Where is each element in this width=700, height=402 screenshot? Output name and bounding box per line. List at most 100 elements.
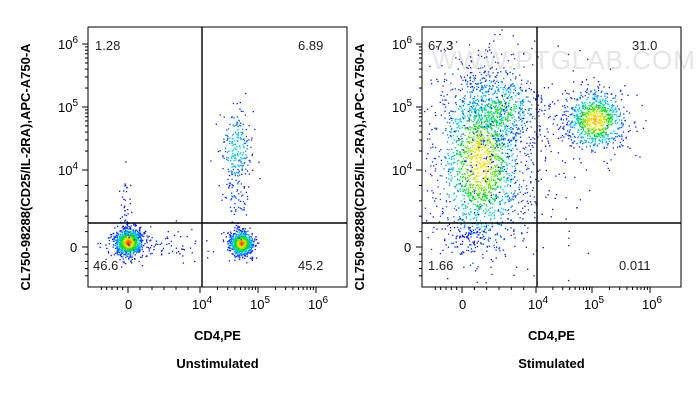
scatter-point: [574, 176, 576, 178]
scatter-point: [234, 239, 236, 241]
scatter-point: [498, 150, 500, 152]
scatter-point: [472, 203, 475, 205]
scatter-point: [465, 185, 467, 187]
scatter-point: [143, 232, 145, 234]
scatter-point: [473, 97, 475, 100]
scatter-point: [594, 95, 596, 97]
scatter-point: [472, 139, 474, 141]
scatter-point: [574, 122, 576, 124]
scatter-point: [235, 253, 237, 255]
scatter-point: [484, 112, 486, 114]
scatter-point: [488, 150, 490, 153]
scatter-point: [570, 139, 572, 141]
scatter-point: [127, 242, 129, 244]
scatter-point: [465, 205, 467, 208]
scatter-point: [458, 118, 460, 120]
scatter-point: [474, 187, 476, 189]
scatter-point: [464, 189, 466, 191]
scatter-point: [502, 98, 505, 100]
scatter-point: [475, 214, 477, 216]
scatter-point: [445, 244, 447, 246]
scatter-point: [503, 137, 505, 139]
scatter-point: [607, 135, 609, 138]
scatter-point: [239, 108, 241, 110]
scatter-point: [586, 92, 588, 94]
scatter-point: [604, 116, 606, 118]
scatter-point: [125, 245, 127, 247]
scatter-point: [588, 118, 590, 120]
scatter-point: [238, 254, 240, 256]
scatter-point: [223, 157, 225, 160]
scatter-point: [609, 68, 612, 70]
scatter-point: [141, 240, 143, 242]
scatter-point: [231, 142, 234, 144]
scatter-point: [487, 224, 489, 226]
scatter-point: [139, 249, 141, 251]
scatter-point: [603, 104, 605, 106]
scatter-point: [248, 246, 250, 249]
scatter-point: [469, 109, 471, 112]
scatter-point: [252, 243, 254, 245]
scatter-point: [587, 135, 589, 137]
scatter-point: [527, 167, 529, 169]
scatter-point: [593, 126, 595, 128]
scatter-point: [481, 120, 483, 122]
scatter-point: [480, 198, 483, 201]
scatter-point: [245, 250, 247, 252]
scatter-point: [240, 234, 242, 236]
scatter-point: [132, 238, 134, 240]
scatter-point: [514, 190, 516, 192]
y-tick-label: 105: [58, 98, 78, 115]
scatter-point: [614, 121, 616, 123]
scatter-point: [244, 203, 246, 205]
scatter-point: [499, 172, 501, 175]
scatter-point: [472, 177, 475, 180]
scatter-point: [459, 121, 461, 123]
scatter-point: [593, 108, 595, 110]
scatter-point: [133, 235, 135, 238]
scatter-point: [446, 94, 448, 96]
scatter-point: [238, 199, 240, 201]
scatter-point: [456, 150, 458, 152]
scatter-point: [138, 242, 140, 245]
scatter-point: [488, 116, 490, 118]
scatter-point: [245, 238, 247, 240]
scatter-point: [478, 195, 480, 197]
scatter-point: [489, 157, 491, 159]
scatter-point: [132, 233, 134, 235]
scatter-point: [510, 149, 512, 151]
scatter-point: [436, 205, 438, 207]
scatter-point: [499, 111, 502, 113]
scatter-point: [466, 145, 469, 147]
scatter-point: [527, 100, 529, 102]
scatter-point: [529, 121, 532, 123]
scatter-point: [492, 203, 494, 205]
scatter-point: [124, 247, 126, 249]
scatter-point: [504, 143, 506, 145]
scatter-point: [222, 168, 224, 170]
scatter-point: [132, 245, 135, 247]
scatter-point: [463, 227, 465, 229]
scatter-point: [494, 146, 496, 148]
scatter-point: [602, 106, 604, 109]
scatter-point: [136, 242, 138, 244]
scatter-point: [476, 148, 478, 150]
scatter-point: [432, 143, 434, 145]
scatter-point: [480, 189, 482, 191]
scatter-point: [596, 95, 598, 98]
scatter-point: [459, 151, 461, 153]
scatter-point: [251, 244, 254, 246]
scatter-point: [492, 151, 494, 153]
scatter-point: [241, 154, 243, 156]
scatter-point: [482, 87, 485, 89]
scatter-point: [491, 134, 494, 136]
scatter-point: [231, 248, 233, 251]
scatter-point: [474, 145, 476, 147]
scatter-point: [502, 166, 504, 168]
scatter-point: [554, 115, 556, 117]
scatter-point: [485, 166, 487, 168]
scatter-point: [529, 176, 532, 178]
scatter-point: [466, 115, 469, 117]
scatter-point: [563, 128, 565, 131]
scatter-point: [457, 174, 459, 176]
